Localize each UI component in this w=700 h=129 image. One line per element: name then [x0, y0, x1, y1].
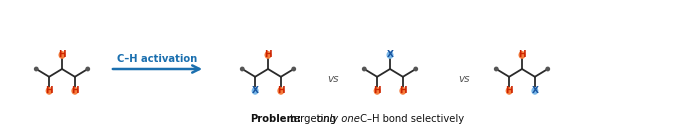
Text: vs: vs — [328, 74, 339, 84]
Ellipse shape — [506, 88, 512, 94]
Text: H: H — [58, 50, 66, 59]
Circle shape — [546, 67, 550, 71]
Text: Problem:: Problem: — [250, 114, 301, 124]
Ellipse shape — [387, 52, 393, 58]
Text: H: H — [71, 86, 78, 95]
Text: vs: vs — [458, 74, 470, 84]
Ellipse shape — [265, 52, 271, 58]
Text: H: H — [505, 86, 513, 95]
Circle shape — [241, 67, 244, 71]
Ellipse shape — [46, 88, 52, 94]
Circle shape — [494, 67, 498, 71]
Text: C–H activation: C–H activation — [118, 54, 197, 63]
Text: targeting: targeting — [286, 114, 339, 124]
Ellipse shape — [532, 88, 538, 94]
Ellipse shape — [278, 88, 284, 94]
Circle shape — [292, 67, 295, 71]
Circle shape — [414, 67, 417, 71]
Text: X: X — [386, 50, 393, 59]
Text: H: H — [518, 50, 526, 59]
Text: H: H — [277, 86, 285, 95]
Text: only one: only one — [317, 114, 360, 124]
Text: C–H bond selectively: C–H bond selectively — [357, 114, 464, 124]
Text: X: X — [251, 86, 258, 95]
Text: X: X — [531, 86, 538, 95]
Ellipse shape — [72, 88, 78, 94]
Circle shape — [363, 67, 366, 71]
Text: H: H — [399, 86, 407, 95]
Text: H: H — [373, 86, 381, 95]
Ellipse shape — [252, 88, 258, 94]
Text: H: H — [264, 50, 272, 59]
Ellipse shape — [400, 88, 406, 94]
Circle shape — [34, 67, 38, 71]
Circle shape — [86, 67, 90, 71]
Text: H: H — [46, 86, 53, 95]
Ellipse shape — [374, 88, 380, 94]
Ellipse shape — [60, 52, 65, 58]
Ellipse shape — [519, 52, 525, 58]
